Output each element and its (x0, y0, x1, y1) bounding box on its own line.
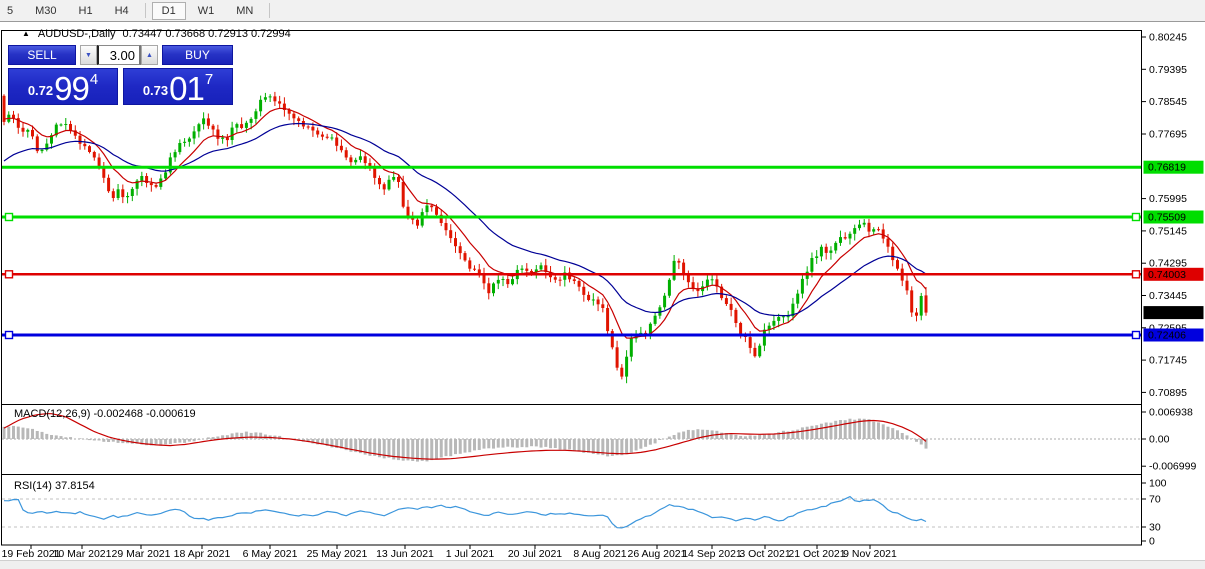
collapse-panel-icon[interactable]: ▲ (22, 29, 30, 38)
line-price-label-text: 0.72406 (1148, 329, 1186, 341)
pane-borders (1, 30, 1142, 546)
sell-price-prefix: 0.72 (27, 83, 54, 98)
price-tick-label: 0.77695 (1149, 128, 1187, 140)
date-tick-label: 25 May 2021 (307, 548, 368, 560)
date-tick-label: 29 Mar 2021 (112, 548, 171, 560)
date-tick-label: 14 Sep 2021 (682, 548, 742, 560)
price-tick-label: 0.70895 (1149, 387, 1187, 399)
rsi-tick-label: 70 (1149, 494, 1161, 506)
date-tick-label: 21 Oct 2021 (788, 548, 845, 560)
one-click-trading-panel: SELL ▼ ▲ BUY 0.72 99 4 0.73 01 7 (8, 45, 241, 105)
rsi-tick-label: 30 (1149, 522, 1161, 534)
line-price-label (1143, 210, 1204, 224)
buy-price-prefix: 0.73 (142, 83, 169, 98)
volume-increase-button[interactable]: ▲ (141, 45, 158, 65)
date-tick-label: 13 Jun 2021 (376, 548, 434, 560)
chart-axes: 0.80245 0.79395 0.78545 0.77695 0.75995 0.751… (2, 32, 1204, 560)
chart-symbol-period: AUDUSD-,Daily (37, 28, 116, 40)
sell-price-big: 99 (54, 69, 90, 107)
line-price-label (1143, 160, 1204, 174)
rsi-tick-label: 0 (1149, 536, 1155, 548)
line-price-label-text: 0.75509 (1148, 212, 1186, 224)
timeframe-button-mn[interactable]: MN (236, 4, 254, 17)
price-tick-label: 0.78545 (1149, 96, 1187, 108)
chart-title-row: ▲ AUDUSD-,Daily 0.73447 0.73668 0.72913 … (22, 27, 291, 41)
main-price-pane (2, 91, 1141, 384)
chart-ohlc-values: 0.73447 0.73668 0.72913 0.72994 (122, 28, 291, 40)
sell-price-panel[interactable]: 0.72 99 4 (8, 68, 118, 105)
price-tick-label: 0.80245 (1149, 32, 1187, 44)
rsi-tick-label: 100 (1149, 478, 1167, 490)
sell-button[interactable]: SELL (8, 45, 76, 65)
rsi-indicator-label: RSI(14) 37.8154 (14, 480, 95, 492)
date-tick-label: 3 Oct 2021 (739, 548, 791, 560)
price-tick-label: 0.71745 (1149, 355, 1187, 367)
timeframe-button-h4[interactable]: H4 (114, 4, 129, 17)
macd-tick-label: 0.00 (1149, 434, 1170, 446)
date-tick-label: 8 Aug 2021 (573, 548, 626, 560)
line-handle (4, 330, 14, 340)
timeframe-button-d1[interactable]: D1 (151, 1, 186, 20)
line-price-label-text: 0.74003 (1148, 269, 1186, 281)
macd-pane (2, 413, 1141, 462)
rsi-pane (2, 495, 1141, 529)
date-tick-label: 6 May 2021 (243, 548, 298, 560)
macd-signal-line (3, 413, 927, 460)
buy-price-panel[interactable]: 0.73 01 7 (123, 68, 233, 105)
macd-indicator-label: MACD(12,26,9) -0.002468 -0.000619 (14, 408, 196, 420)
volume-stepper: ▼ ▲ (80, 45, 158, 65)
macd-tick-label: 0.006938 (1149, 407, 1193, 419)
price-tick-label: 0.74295 (1149, 258, 1187, 270)
timeframe-button-5[interactable]: 5 (7, 4, 14, 17)
date-tick-label: 26 Aug 2021 (628, 548, 687, 560)
buy-price-pip: 7 (204, 71, 214, 88)
price-tick-label: 0.75995 (1149, 193, 1187, 205)
timeframe-button-w1[interactable]: W1 (197, 4, 215, 17)
line-price-label-text: 0.76819 (1148, 162, 1186, 174)
slow-ma-line (3, 122, 927, 317)
volume-decrease-button[interactable]: ▼ (80, 45, 97, 65)
sell-price-pip: 4 (89, 71, 99, 88)
macd-tick-label: -0.006999 (1149, 461, 1196, 473)
date-tick-label: 10 Mar 2021 (53, 548, 112, 560)
chart-canvas[interactable]: 0.80245 0.79395 0.78545 0.77695 0.75995 0.751… (0, 22, 1205, 560)
price-tick-label: 0.79395 (1149, 64, 1187, 76)
chevron-up-icon: ▲ (146, 51, 153, 59)
line-price-label (1143, 267, 1204, 281)
chevron-down-icon: ▼ (85, 51, 92, 59)
timeframe-toolbar: 5 M30 H1 H4 D1 W1 MN (0, 0, 1205, 22)
date-tick-label: 19 Feb 2021 (2, 548, 61, 560)
price-tick-label: 0.73445 (1149, 290, 1187, 302)
fast-ma-line (3, 107, 927, 339)
line-handle (1131, 270, 1141, 279)
price-tick-label: 0.75145 (1149, 225, 1187, 237)
date-tick-label: 20 Jul 2021 (508, 548, 562, 560)
date-tick-label: 1 Jul 2021 (446, 548, 495, 560)
date-tick-label: 9 Nov 2021 (843, 548, 897, 560)
date-tick-label: 18 Apr 2021 (174, 548, 231, 560)
line-handle (1131, 330, 1141, 340)
line-handle (4, 270, 14, 279)
current-price-label-text: 0.72994 (1148, 307, 1186, 319)
buy-button[interactable]: BUY (162, 45, 233, 65)
toolbar-separator (269, 3, 271, 18)
line-handle (1131, 212, 1141, 222)
line-handle (4, 212, 14, 222)
rsi-line (3, 495, 927, 529)
timeframe-button-m30[interactable]: M30 (35, 4, 57, 17)
line-price-label (1143, 328, 1204, 342)
timeframe-button-group: 5 M30 H1 H4 D1 W1 MN (0, 1, 275, 20)
current-price-label (1143, 306, 1204, 320)
chart-window: 0.80245 0.79395 0.78545 0.77695 0.75995 0.751… (0, 22, 1205, 560)
toolbar-separator (144, 3, 146, 18)
timeframe-button-h1[interactable]: H1 (78, 4, 93, 17)
volume-input[interactable] (97, 45, 141, 65)
status-bar (0, 560, 1205, 569)
rsi-pane-border (1, 474, 1142, 546)
buy-price-big: 01 (169, 69, 205, 107)
